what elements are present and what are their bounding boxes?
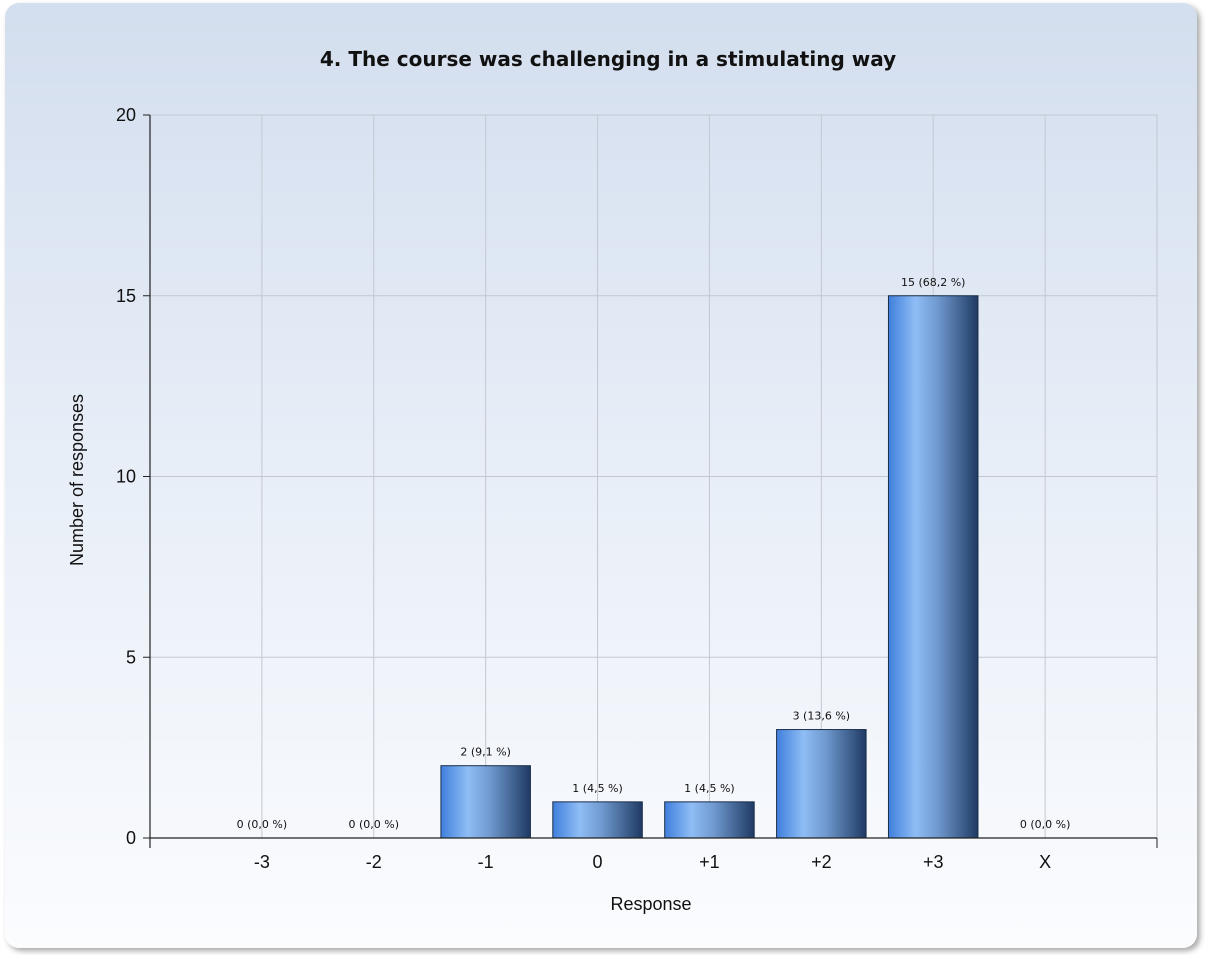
bar-data-label: 0 (0,0 %) <box>237 818 288 831</box>
bar-data-label: 0 (0,0 %) <box>349 818 400 831</box>
bar <box>664 801 755 839</box>
x-tick-label: -2 <box>366 852 382 872</box>
x-tick-label: +1 <box>699 852 720 872</box>
bar-chart: 4. The course was challenging in a stimu… <box>67 47 1158 914</box>
y-axis-label: Number of responses <box>67 394 87 566</box>
chart-panel: 4. The course was challenging in a stimu… <box>5 3 1197 948</box>
bar-data-label: 3 (13,6 %) <box>793 710 851 723</box>
bar-data-label: 0 (0,0 %) <box>1020 818 1071 831</box>
y-tick-label: 15 <box>116 286 136 306</box>
bar-data-label: 2 (9,1 %) <box>460 746 511 759</box>
x-tick-label: -1 <box>478 852 494 872</box>
bar <box>552 801 643 839</box>
axes: 0 5 10 15 20 -3 -2 -1 0 +1 +2 +3 X <box>116 105 1158 872</box>
x-tick-label: -3 <box>254 852 270 872</box>
chart-title: 4. The course was challenging in a stimu… <box>320 47 896 71</box>
x-tick-label: +3 <box>923 852 944 872</box>
bar-data-label: 1 (4,5 %) <box>684 782 735 795</box>
y-tick-label: 10 <box>116 467 136 487</box>
x-tick-label: +2 <box>811 852 832 872</box>
bar <box>440 765 531 839</box>
x-axis-label: Response <box>610 894 691 914</box>
bar <box>776 729 867 839</box>
x-tick-label: 0 <box>593 852 603 872</box>
x-tick-label: X <box>1039 852 1051 872</box>
bars: 0 (0,0 %) 0 (0,0 %) 2 (9,1 %) 1 (4,5 %) 1 (4… <box>237 276 1071 839</box>
bar <box>887 295 979 839</box>
bar-data-label: 1 (4,5 %) <box>572 782 623 795</box>
y-tick-label: 20 <box>116 105 136 125</box>
bar-data-label: 15 (68,2 %) <box>901 276 966 289</box>
grid <box>150 114 1158 838</box>
y-tick-label: 0 <box>126 828 136 848</box>
y-tick-label: 5 <box>126 647 136 667</box>
